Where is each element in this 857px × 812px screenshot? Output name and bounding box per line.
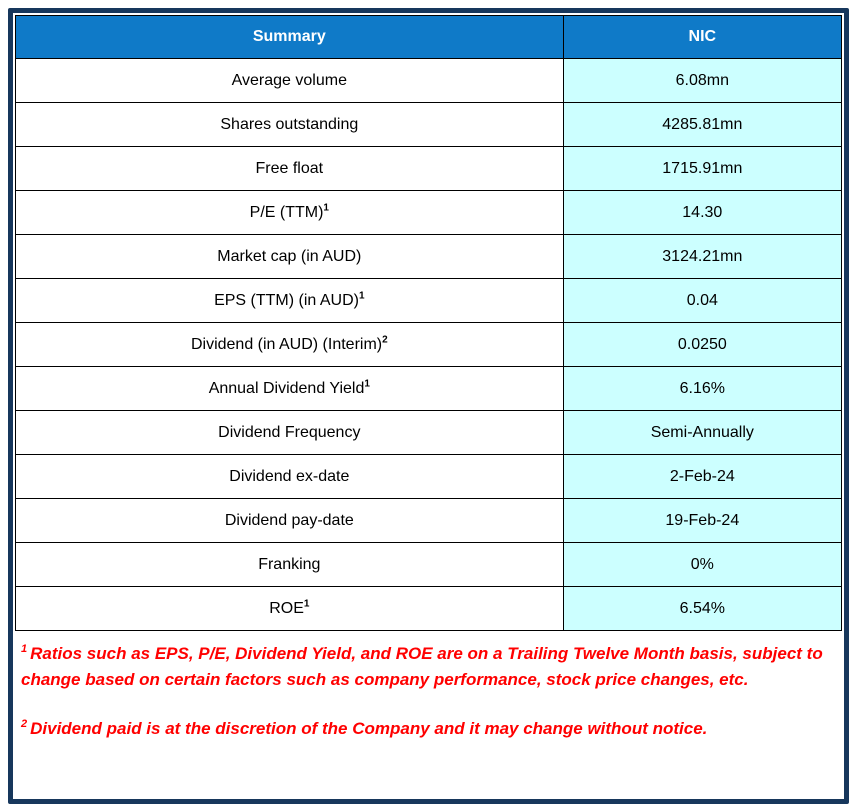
row-label: Free float [15, 146, 564, 191]
footnotes-section: 1 Ratios such as EPS, P/E, Dividend Yield… [15, 631, 842, 742]
table-row: ROE1 6.54% [15, 586, 843, 631]
summary-table-body: Average volume 6.08mn Shares outstanding 42… [15, 58, 843, 631]
table-row: Free float 1715.91mn [15, 146, 843, 191]
table-row: Market cap (in AUD) 3124.21mn [15, 234, 843, 279]
row-label: P/E (TTM)1 [15, 190, 564, 235]
row-label: Annual Dividend Yield1 [15, 366, 564, 411]
footnote-reference: 1 [358, 290, 365, 302]
footnote-1: 1 Ratios such as EPS, P/E, Dividend Yield… [21, 641, 834, 692]
row-value: 6.54% [562, 586, 843, 631]
table-row: Dividend (in AUD) (Interim)2 0.0250 [15, 322, 843, 367]
row-value: 14.30 [562, 190, 843, 235]
row-value: 2-Feb-24 [562, 454, 843, 499]
table-row: Shares outstanding 4285.81mn [15, 102, 843, 147]
row-value: 0% [562, 542, 843, 587]
row-label: Dividend pay-date [15, 498, 564, 543]
footnote-reference: 2 [382, 334, 388, 346]
row-value: 0.04 [562, 278, 843, 323]
row-value: 6.08mn [562, 58, 843, 103]
row-value: Semi-Annually [562, 410, 843, 455]
table-row: Dividend Frequency Semi-Annually [15, 410, 843, 455]
table-row: Dividend pay-date 19-Feb-24 [15, 498, 843, 543]
table-row: Annual Dividend Yield1 6.16% [15, 366, 843, 411]
row-value: 0.0250 [562, 322, 843, 367]
row-label: Dividend ex-date [15, 454, 564, 499]
row-value: 6.16% [562, 366, 843, 411]
table-row: EPS (TTM) (in AUD)1 0.04 [15, 278, 843, 323]
footnote-reference: 1 [323, 202, 329, 214]
footnote-2-text: Dividend paid is at the discretion of th… [30, 719, 708, 738]
row-value: 4285.81mn [562, 102, 843, 147]
summary-table: Summary NIC Average volume 6.08mn Shares o… [15, 15, 843, 631]
footnote-2-marker: 2 [21, 718, 28, 731]
row-value: 19-Feb-24 [562, 498, 843, 543]
row-label: Average volume [15, 58, 564, 103]
row-label: EPS (TTM) (in AUD)1 [15, 278, 564, 323]
row-label: Market cap (in AUD) [15, 234, 564, 279]
row-label: ROE1 [15, 586, 564, 631]
row-value: 3124.21mn [562, 234, 843, 279]
header-row: Summary NIC [15, 15, 843, 59]
table-row: P/E (TTM)1 14.30 [15, 190, 843, 235]
footnote-1-marker: 1 [21, 643, 28, 656]
table-row: Average volume 6.08mn [15, 58, 843, 103]
report-card: Summary NIC Average volume 6.08mn Shares o… [8, 8, 849, 804]
table-row: Franking 0% [15, 542, 843, 587]
table-row: Dividend ex-date 2-Feb-24 [15, 454, 843, 499]
row-label: Dividend (in AUD) (Interim)2 [15, 322, 564, 367]
row-value: 1715.91mn [562, 146, 843, 191]
header-nic: NIC [562, 15, 843, 59]
footnote-1-text: Ratios such as EPS, P/E, Dividend Yield,… [21, 644, 823, 689]
row-label: Dividend Frequency [15, 410, 564, 455]
footnote-reference: 1 [364, 378, 370, 390]
footnote-2: 2 Dividend paid is at the discretion of t… [21, 716, 834, 742]
footnote-reference: 1 [303, 598, 310, 610]
row-label: Shares outstanding [15, 102, 564, 147]
row-label: Franking [15, 542, 564, 587]
header-summary: Summary [15, 15, 564, 59]
